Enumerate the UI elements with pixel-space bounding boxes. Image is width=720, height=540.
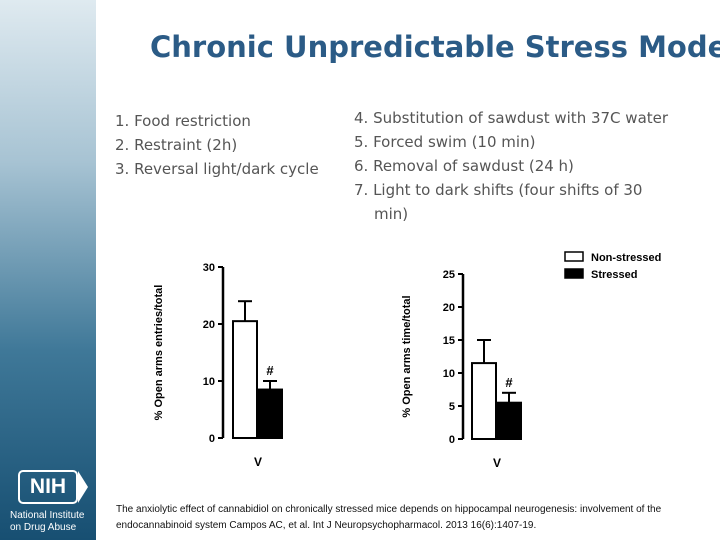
nih-name-line2: on Drug Abuse [10,522,77,533]
time-chart: 0 5 10 15 20 25 % Open arms time/total # V Non-st… [401,251,661,470]
significance-marker: # [266,363,274,378]
legend-label: Stressed [591,269,637,281]
stressor-item: 4. Substitution of sawdust with 37C wate… [354,109,669,127]
nih-logo-arrow-icon [78,471,88,503]
bar-non-stressed [232,320,258,439]
legend-swatch [564,251,584,262]
nih-name-line1: National Institute [10,510,85,521]
y-tick-label: 0 [209,433,215,445]
stressor-item: 1. Food restriction [115,112,251,130]
y-tick-label: 0 [449,434,455,446]
slide-title: Chronic Unpredictable Stress Model [150,30,720,64]
legend-label: Non-stressed [591,252,661,264]
y-tick-label: 25 [443,269,455,281]
chart-panel: 0 10 20 30 % Open arms entries/total # V 0 5 10 1… [110,240,712,486]
stressor-item: 2. Restraint (2h) [115,136,238,154]
stressor-list-right: 4. Substitution of sawdust with 37C wate… [354,106,668,226]
y-tick-label: 15 [443,335,455,347]
bar-stressed [496,401,522,440]
nih-logo: NIH [18,470,78,504]
bar-stressed [257,388,283,440]
stressor-list-left: 1. Food restriction 2. Restraint (2h) 3.… [115,109,319,181]
sidebar-gradient [0,0,96,540]
stressor-item: 3. Reversal light/dark cycle [115,160,319,178]
x-category-label: V [254,455,262,469]
legend-swatch [564,268,584,279]
bar-non-stressed [471,362,497,440]
y-tick-label: 10 [443,368,455,380]
stressor-item-continued: min) [374,205,409,223]
nih-logo-text: NIH [29,475,67,498]
stressor-item: 5. Forced swim (10 min) [354,133,536,151]
x-category-label: V [493,456,501,470]
y-tick-label: 30 [203,262,215,274]
citation-text: The anxiolytic effect of cannabidiol on … [116,504,662,531]
entries-chart: 0 10 20 30 % Open arms entries/total # V [153,262,283,469]
y-tick-label: 20 [443,302,455,314]
significance-marker: # [505,375,513,390]
y-tick-label: 10 [203,376,215,388]
stressor-item: 6. Removal of sawdust (24 h) [354,157,574,175]
stressor-item: 7. Light to dark shifts (four shifts of … [354,181,643,199]
y-axis-label: % Open arms time/total [401,295,413,417]
y-tick-label: 20 [203,319,215,331]
y-tick-label: 5 [449,401,455,413]
y-axis-label: % Open arms entries/total [153,285,165,421]
